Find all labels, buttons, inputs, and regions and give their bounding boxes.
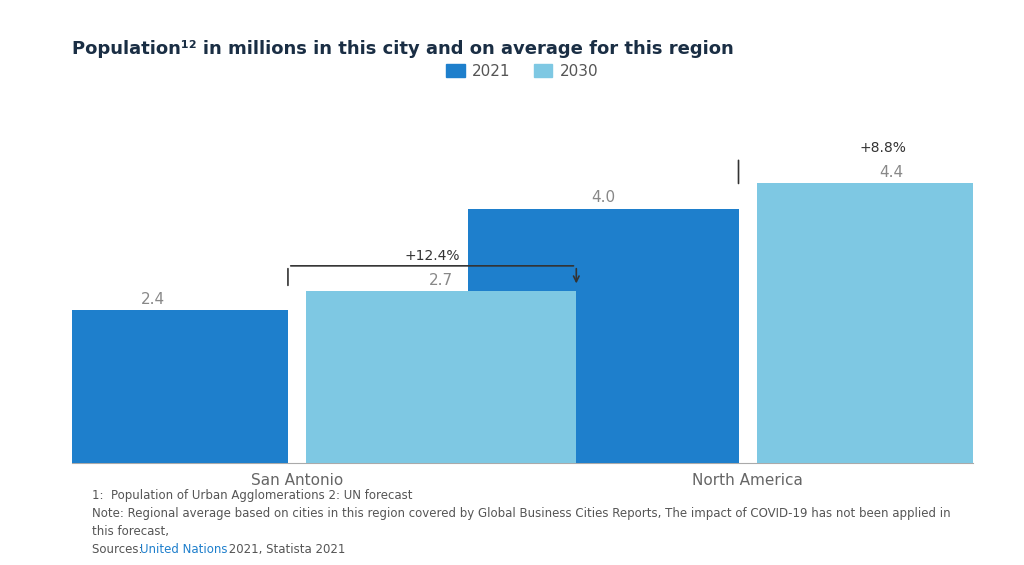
Text: 1:  Population of Urban Agglomerations 2: UN forecast: 1: Population of Urban Agglomerations 2:… (92, 489, 413, 502)
Text: Sources:: Sources: (92, 543, 146, 556)
Bar (468, 208, 738, 463)
Text: +12.4%: +12.4% (404, 249, 460, 263)
Text: this forecast,: this forecast, (92, 525, 169, 538)
Bar (306, 292, 577, 463)
Text: Note: Regional average based on cities in this region covered by Global Business: Note: Regional average based on cities i… (92, 507, 951, 520)
Text: 4.4: 4.4 (880, 165, 904, 180)
Legend: 2021, 2030: 2021, 2030 (440, 58, 604, 85)
Bar (757, 183, 1024, 463)
Text: 2021, Statista 2021: 2021, Statista 2021 (225, 543, 346, 556)
Text: 15: 15 (12, 532, 34, 547)
Text: 2.7: 2.7 (429, 273, 454, 288)
Text: United Nations: United Nations (140, 543, 227, 556)
Text: +8.8%: +8.8% (859, 141, 906, 155)
Text: 4.0: 4.0 (591, 190, 615, 205)
Bar (17, 310, 288, 463)
Text: 2.4: 2.4 (140, 292, 165, 307)
Text: Population¹² in millions in this city and on average for this region: Population¹² in millions in this city an… (72, 40, 733, 58)
